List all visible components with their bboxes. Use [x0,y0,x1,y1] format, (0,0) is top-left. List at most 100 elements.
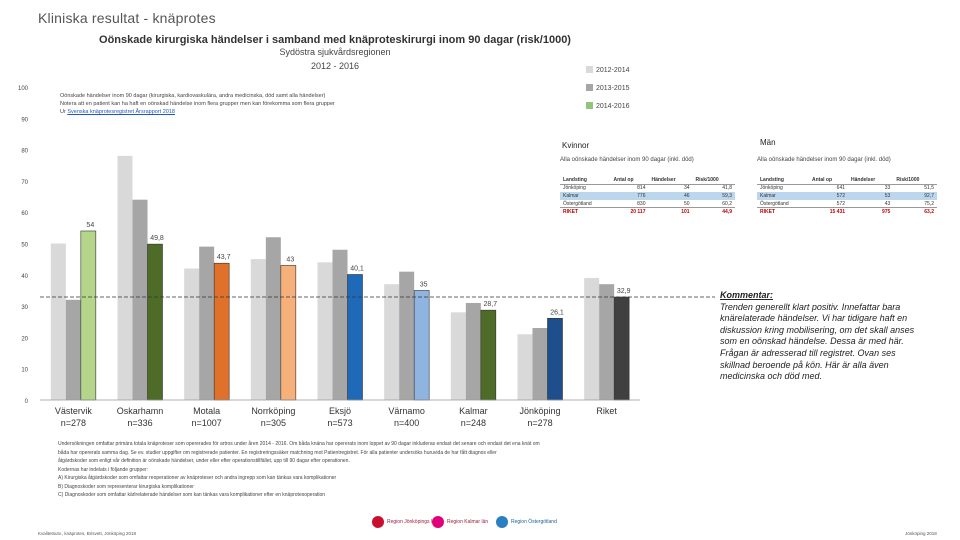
note-line-1: Oönskade händelser inom 90 dagar (kirurg… [60,93,326,99]
category-label: Jönköping [519,406,560,416]
category-label: Kalmar [459,406,488,416]
bar-2014-2016 [280,265,297,401]
table-cell: Kalmar [560,192,611,200]
table-cell: 53 [848,192,894,200]
category-count: n=248 [461,418,486,428]
table-header-row: Landsting Antal op Händelser Risk/1000 [560,176,735,185]
table-cell: 41,8 [722,185,732,192]
note-prefix: Ur [60,109,68,115]
men-label: Män [760,138,776,147]
women-table: Landsting Antal op Händelser Risk/1000 Jönkö… [560,176,735,216]
table-cell: 830 [637,200,646,207]
table-header-cell: Risk/1000 [692,176,735,185]
bar-2014-2016 [347,274,363,401]
category-label: Värnamo [388,406,425,416]
table-cell: 776 [610,192,649,200]
women-label: Kvinnor [562,141,590,150]
table-row: RIKET 15 431 975 63,2 [757,207,937,216]
data-label: 43,7 [217,254,231,261]
y-tick-label: 80 [21,149,28,155]
bar-2013-2015 [265,237,281,400]
y-tick-label: 100 [18,86,29,92]
footnote-line: Undersökningen omfattar primära totala k… [58,441,540,447]
table-cell: Jönköping [760,185,783,192]
table-cell: Kalmar [757,192,809,200]
logo-jonkoping: Region Jönköpings län [372,516,438,528]
bar-2012-2014 [584,277,600,400]
table-cell: 92,7 [893,192,937,200]
data-label: 54 [86,222,94,229]
category-count: n=336 [127,418,152,428]
data-label: 35 [420,281,428,288]
category-label: Oskarhamn [117,406,164,416]
table-cell: 44,9 [692,207,735,216]
bar-2014-2016 [480,309,497,401]
legend-swatch [586,66,593,73]
table-cell: 60,2 [722,200,732,207]
page-title: Kliniska resultat - knäprotes [38,10,216,26]
bar-2013-2015 [132,199,148,400]
comment-heading: Kommentar: [720,290,774,300]
table-cell: 20 117 [610,207,649,216]
logo-ostergotland-label: Region Östergötland [511,519,557,525]
table-cell: 641 [836,185,846,192]
logo-ostergotland: Region Östergötland [496,516,557,528]
data-label: 28,7 [484,301,498,308]
bar-2013-2015 [599,284,615,400]
table-cell: 59,3 [692,192,735,200]
footnote-line: båda har opererats samma dag. Se ev. stu… [58,449,497,456]
logo-kalmar: Region Kalmar län [432,516,488,528]
bar-2012-2014 [517,334,533,400]
region-ostergotland-icon [496,516,508,528]
bar-2012-2014 [317,262,333,400]
bar-2014-2016 [147,243,163,401]
y-tick-label: 60 [21,211,28,217]
bar-2014-2016 [80,230,97,401]
bar-2014-2016 [213,262,230,401]
chart-subtitle-region: Sydöstra sjukvårdsregionen [279,47,390,57]
report-link[interactable]: Svenska knäprotesregistret Årsrapport 20… [67,109,175,115]
note-line-2: Notera att en patient kan ha haft en oön… [60,101,335,107]
table-row: Jönköping 814 34 41,8 [560,184,735,192]
table-cell: 50 [683,200,690,207]
y-tick-label: 0 [25,399,29,405]
bar-2014-2016 [547,318,563,401]
y-tick-label: 10 [21,368,28,374]
legend-label: 2013-2015 [596,85,630,92]
y-tick-label: 40 [21,274,28,280]
footnote-line: C) Diagnoskoder som omfattar kärlrelater… [58,492,326,498]
table-cell: 975 [848,207,894,216]
table-cell: RIKET [560,207,611,216]
footnotes: Undersökningen omfattar primära totala k… [58,440,658,500]
table-cell: 101 [648,207,693,216]
table-row: Kalmar 776 46 59,3 [560,192,735,200]
table-row: RIKET 20 117 101 44,9 [560,207,735,216]
table-row: Östergötland 830 50 60,2 [560,200,735,208]
y-tick-label: 90 [21,117,28,123]
bar-2014-2016 [413,290,430,401]
table-cell: 75,2 [924,200,934,207]
table-cell: 33 [884,185,891,192]
data-label: 32,9 [617,288,631,295]
data-label: 40,1 [350,265,364,272]
y-tick-label: 30 [21,305,28,311]
category-label: Riket [596,406,617,416]
table-header-cell: Landsting [560,176,611,185]
bar-2013-2015 [532,328,548,400]
table-header-cell: Antal op [610,176,649,185]
table-row: Östergötland 572 43 75,2 [757,200,937,208]
table-cell: 34 [683,185,690,192]
bar-2012-2014 [250,259,266,400]
bar-2014-2016 [613,296,630,401]
bar-2012-2014 [384,284,400,400]
legend-label: 2012-2014 [596,67,630,74]
data-label: 43 [286,256,294,263]
men-table: Landsting Antal op Händelser Risk/1000 Jönkö… [757,176,937,216]
table-header-cell: Risk/1000 [893,176,937,185]
comment-body: Trenden generellt klart positiv. Innefat… [720,301,915,382]
category-count: n=573 [327,418,352,428]
table-cell: 51,5 [924,185,934,192]
bar-2013-2015 [332,249,348,400]
table-cell: 572 [809,192,849,200]
footer-left: Kvalitetsutv., knäprotes, Brisvett, Jönk… [38,531,136,536]
